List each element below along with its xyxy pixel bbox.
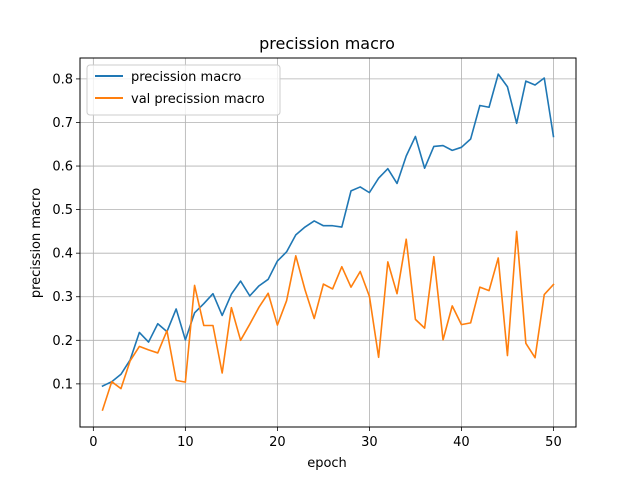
- legend-label-precission-macro: precission macro: [131, 70, 241, 85]
- x-tick-label: 0: [89, 435, 97, 450]
- y-tick-label: 0.6: [52, 160, 73, 175]
- x-tick-label: 20: [269, 435, 286, 450]
- series-line-precission-macro: [101, 73, 555, 388]
- x-tick-label: 10: [177, 435, 194, 450]
- chart-title: precission macro: [259, 34, 395, 53]
- plot-frame: [79, 57, 577, 428]
- x-tick-label: 40: [453, 435, 470, 450]
- legend-box: [86, 64, 281, 116]
- grid: [80, 58, 576, 427]
- series-line-val-precission-macro: [101, 230, 555, 412]
- y-tick-label: 0.7: [52, 116, 73, 131]
- ticks: 0 10 20 30 40 50 0.1 0.2 0.3 0.4 0.5 0.6 0.7 0.8: [52, 72, 561, 450]
- y-tick-label: 0.1: [52, 377, 73, 392]
- y-tick-label: 0.2: [52, 334, 73, 349]
- legend: precission macro val precission macro: [86, 64, 281, 116]
- x-tick-label: 30: [361, 435, 378, 450]
- x-tick-label: 50: [545, 435, 562, 450]
- y-tick-label: 0.5: [52, 203, 73, 218]
- y-tick-label: 0.8: [52, 72, 73, 87]
- series-layer: [101, 73, 555, 412]
- legend-label-val-precission-macro: val precission macro: [131, 92, 265, 107]
- y-axis-label: precission macro: [29, 188, 44, 298]
- x-axis-label: epoch: [307, 456, 347, 471]
- y-tick-label: 0.4: [52, 247, 73, 262]
- y-tick-label: 0.3: [52, 290, 73, 305]
